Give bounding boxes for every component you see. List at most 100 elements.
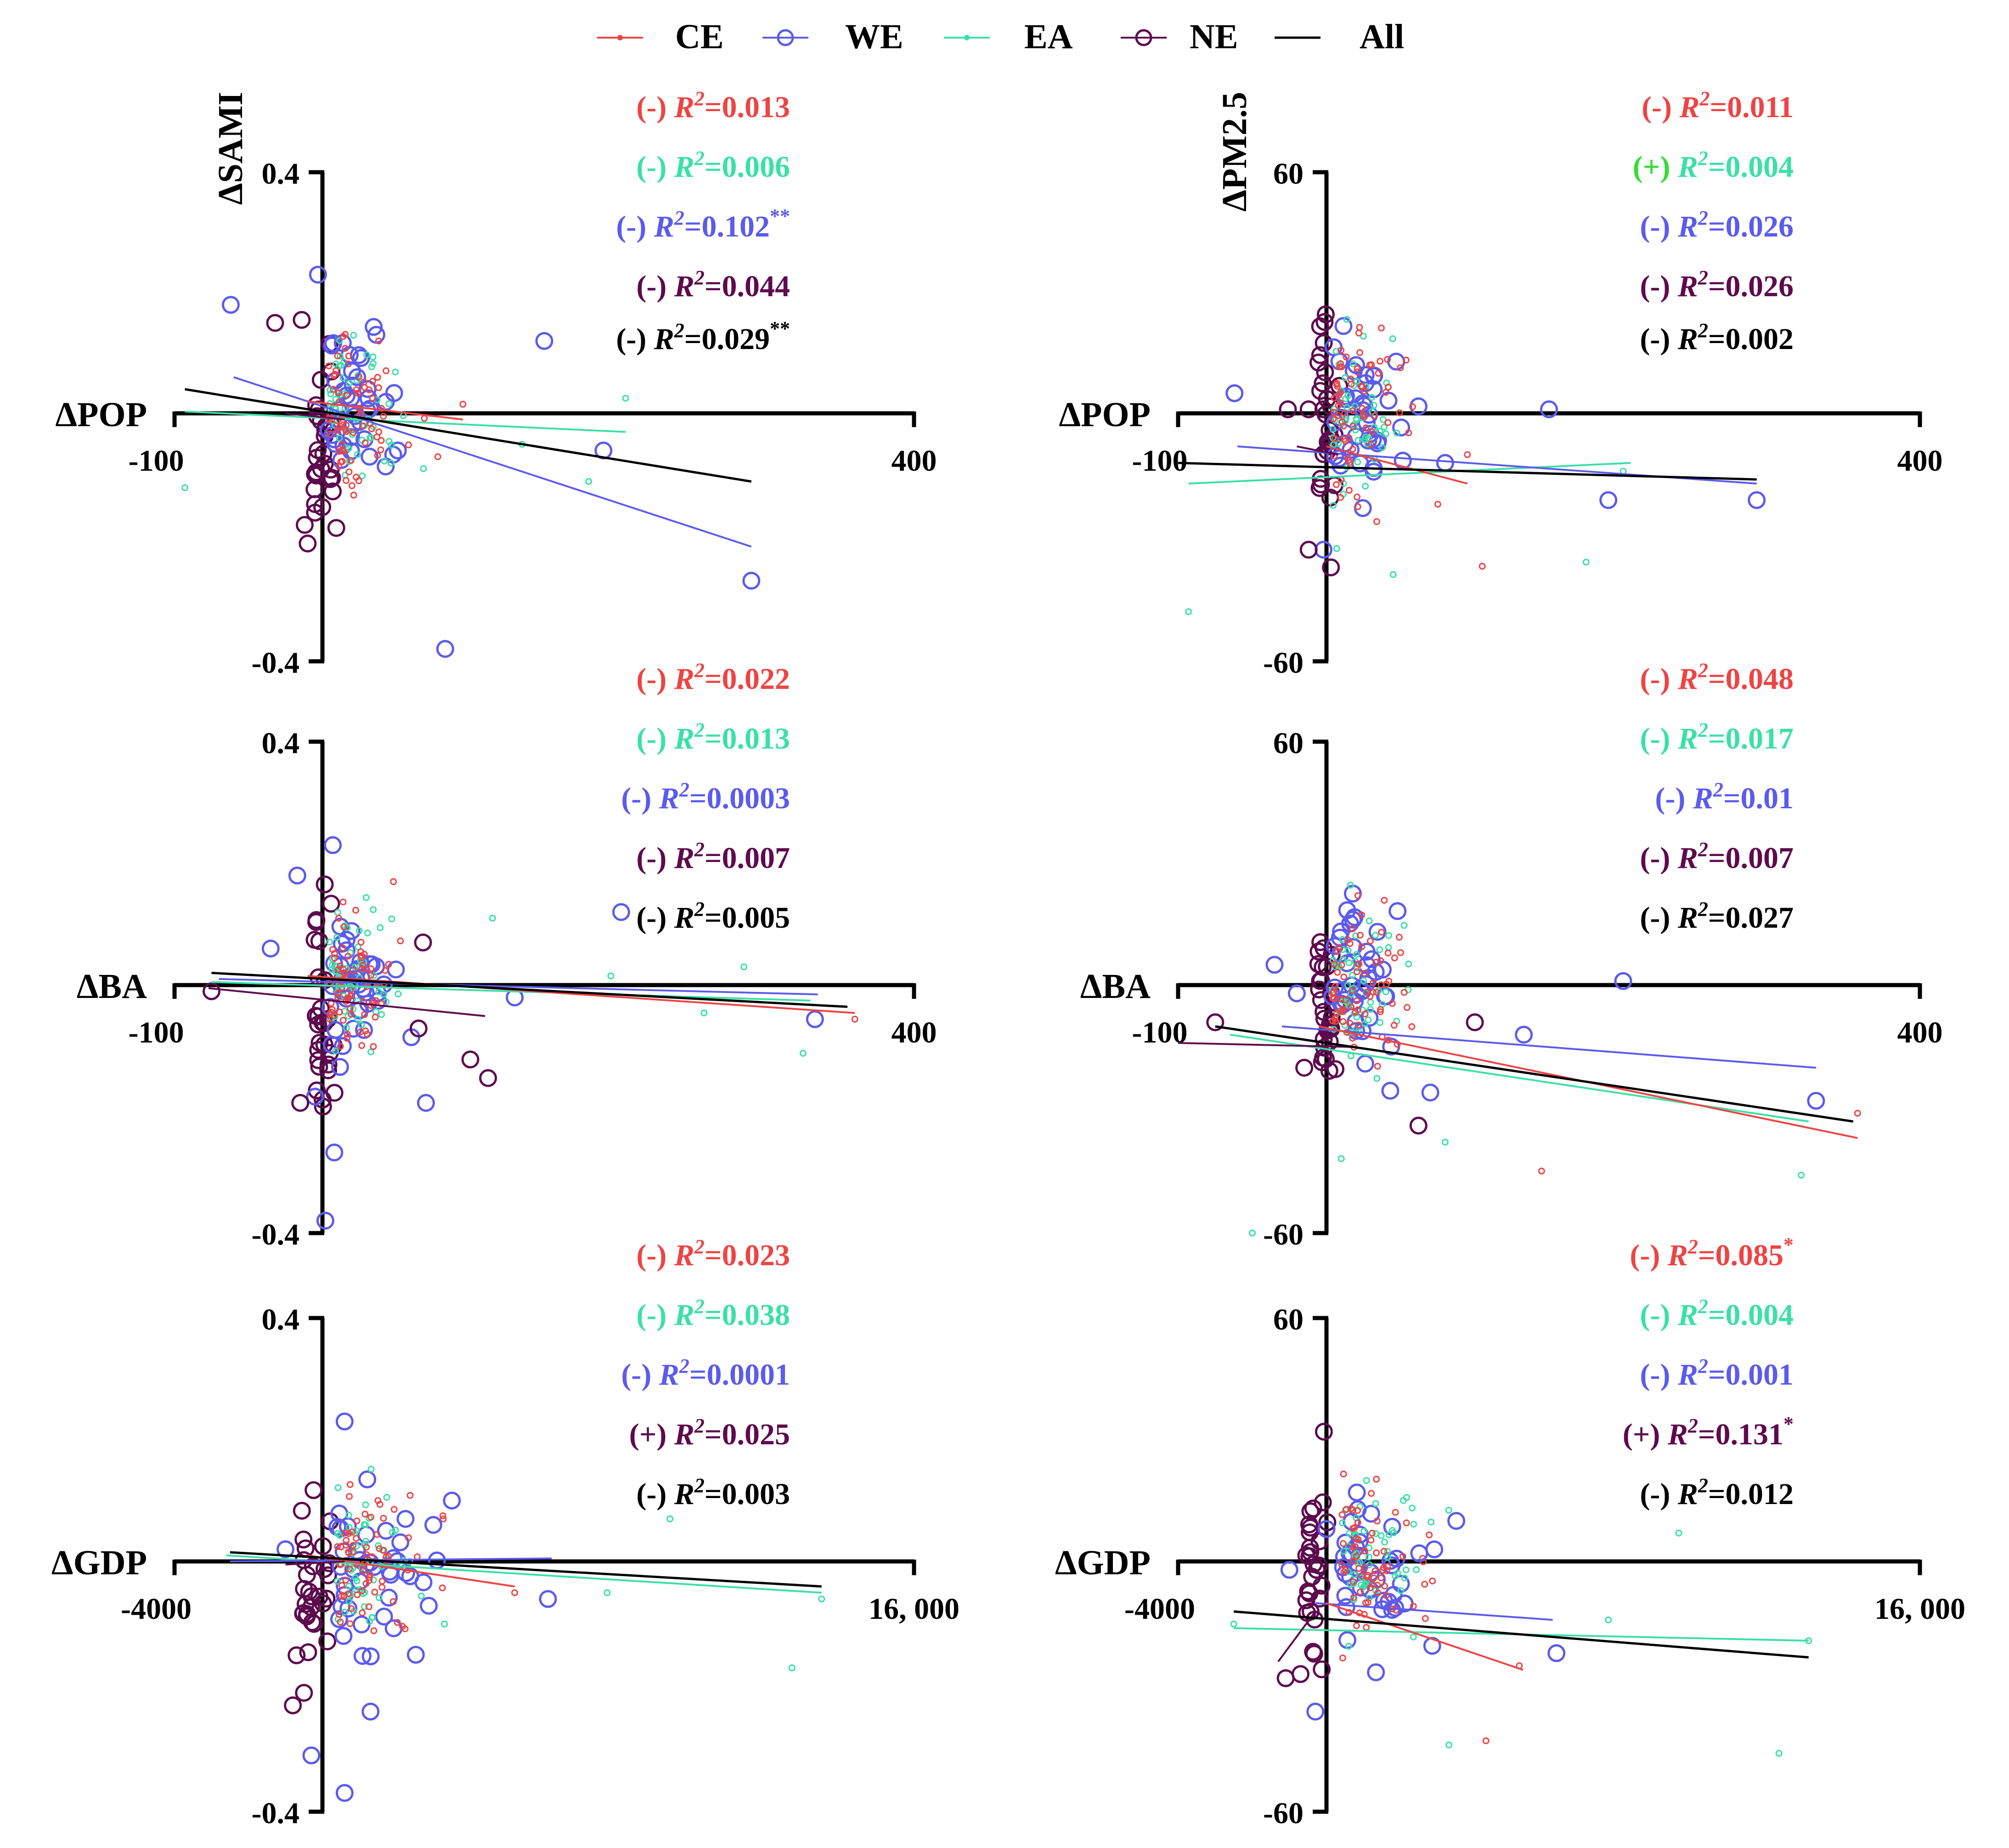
point-ce <box>1377 1006 1384 1013</box>
stat-sign: (-) <box>1640 1477 1677 1511</box>
point-ne <box>1318 390 1336 408</box>
point-outlier-we <box>1547 1644 1566 1662</box>
point-we <box>1356 1054 1374 1073</box>
point-outlier-we <box>1614 972 1632 990</box>
point-outlier-ne <box>1292 1665 1309 1683</box>
point-ea <box>1368 394 1376 401</box>
point-ce <box>357 1028 364 1036</box>
point-ea <box>334 909 341 916</box>
point-ce <box>369 377 376 385</box>
stat-r: R <box>674 1298 694 1332</box>
point-ce <box>345 352 352 360</box>
y-tick-label-bottom: -0.4 <box>252 646 299 680</box>
point-ce <box>1374 1582 1381 1589</box>
point-we <box>384 445 402 464</box>
stat-value: =0.023 <box>705 1239 790 1272</box>
point-ea <box>1353 415 1360 422</box>
point-ea <box>1377 1019 1383 1026</box>
point-ce <box>334 427 341 434</box>
point-ce <box>365 1603 372 1611</box>
stat-r: R <box>659 782 679 815</box>
regression-line-ea <box>1230 1034 1809 1122</box>
point-ne <box>309 441 327 459</box>
point-outlier-ea <box>1249 1229 1256 1237</box>
stat-sign: (-) <box>1640 270 1677 303</box>
point-ce <box>1370 1574 1377 1582</box>
point-ce <box>369 394 376 402</box>
point-ce <box>362 1580 370 1587</box>
point-ce <box>337 1618 344 1626</box>
stat-value: =0.026 <box>1708 270 1794 303</box>
stat-r: R <box>1693 782 1713 815</box>
point-ne <box>305 931 324 949</box>
stat-sup: 2 <box>1698 1295 1708 1318</box>
stat-sup: 2 <box>694 719 705 741</box>
x-axis-label: ΔBA <box>77 967 147 1006</box>
point-ce <box>1368 428 1376 436</box>
point-ea <box>377 924 384 931</box>
y-tick-label-bottom: -60 <box>1263 1797 1304 1830</box>
point-ce <box>1345 487 1353 494</box>
point-ce <box>1380 1548 1388 1555</box>
point-ea <box>339 374 347 382</box>
stat-sup: 2 <box>694 1474 705 1497</box>
point-ce <box>1377 324 1385 332</box>
legend-marker <box>964 35 970 40</box>
point-ne <box>299 1643 317 1662</box>
point-ce <box>1367 1537 1375 1544</box>
point-we <box>1336 1587 1354 1605</box>
point-ce <box>1410 1603 1417 1610</box>
point-outlier-ea <box>800 1050 807 1057</box>
point-ce <box>1346 459 1354 466</box>
point-outlier-we <box>302 1746 321 1764</box>
point-ce <box>1340 1471 1347 1478</box>
point-ea <box>327 386 334 394</box>
stat-r: R <box>659 1358 679 1392</box>
point-outlier-ea <box>604 1589 611 1596</box>
regression-lines <box>1178 1025 1858 1139</box>
stat-r: R <box>1677 270 1698 303</box>
stat-value: =0.005 <box>705 901 790 935</box>
point-ea <box>1377 1532 1385 1539</box>
point-ea <box>370 906 377 913</box>
point-outlier-ce <box>375 338 382 344</box>
stat-r: R <box>674 901 694 935</box>
point-ea <box>1361 1020 1368 1027</box>
point-ea <box>1329 957 1337 964</box>
point-ce <box>339 1017 347 1024</box>
point-we <box>397 1564 415 1582</box>
point-outlier-ea <box>1337 1155 1345 1162</box>
point-we <box>361 1647 380 1666</box>
point-we <box>391 1533 410 1551</box>
point-ce <box>1354 1519 1361 1527</box>
x-tick-label-right: 400 <box>1897 1016 1943 1049</box>
point-outlier-ea <box>700 1009 708 1017</box>
point-ea <box>370 360 377 367</box>
point-ce <box>1362 424 1370 432</box>
point-ce <box>339 333 347 340</box>
legend-item-all: All <box>1275 17 1404 56</box>
stat-sup: 2 <box>1698 659 1708 682</box>
point-ce <box>1367 440 1375 448</box>
stat-r: R <box>1677 841 1698 875</box>
point-outlier-ne <box>299 535 317 552</box>
point-ce <box>1373 518 1380 525</box>
stat-ea: (+) R2=0.004 <box>1633 147 1794 184</box>
stat-ea: (-) R2=0.038 <box>636 1295 790 1332</box>
point-outlier-we <box>612 903 630 921</box>
point-ce <box>1334 948 1341 955</box>
regression-line-ne <box>1178 1042 1356 1048</box>
point-we <box>1354 499 1372 517</box>
point-ea <box>366 1618 373 1625</box>
point-ce <box>1339 1005 1347 1013</box>
stat-sign: (-) <box>621 782 659 815</box>
point-ea <box>1352 932 1360 940</box>
stat-sign: (-) <box>636 722 674 755</box>
point-ea <box>1392 1572 1399 1580</box>
stat-sup: 2 <box>1698 898 1708 920</box>
point-ce <box>334 1543 341 1550</box>
point-ce <box>342 426 349 434</box>
point-ea <box>380 991 387 998</box>
